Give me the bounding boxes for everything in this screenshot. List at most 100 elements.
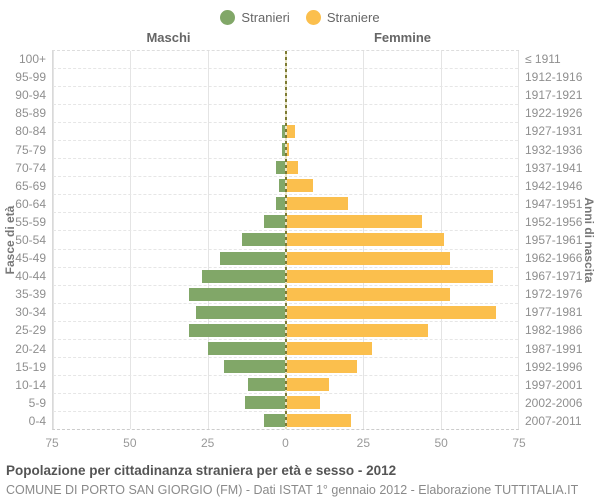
bar-male-80-84 [282, 125, 286, 139]
bar-female-45-49 [285, 251, 450, 265]
bar-female-60-64 [285, 197, 348, 211]
chart-subtitle: COMUNE DI PORTO SAN GIORGIO (FM) - Dati … [6, 483, 579, 497]
age-group-label: 45-49 [15, 251, 46, 266]
birth-year-label: 1992-1996 [525, 359, 583, 374]
age-group-label: 85-89 [15, 106, 46, 121]
vertical-gridline [518, 51, 519, 429]
bar-male-15-19 [223, 359, 286, 373]
birth-year-label: 1917-1921 [525, 88, 583, 103]
age-group-label: 55-59 [15, 214, 46, 229]
pyramid-row-0-4 [53, 412, 518, 429]
bar-female-65-69 [285, 179, 314, 193]
age-group-label: 30-34 [15, 305, 46, 320]
bar-male-35-39 [189, 287, 286, 301]
bar-male-10-14 [248, 377, 286, 391]
age-group-label: 60-64 [15, 196, 46, 211]
zero-axis-line [284, 51, 287, 429]
age-group-label: 95-99 [15, 70, 46, 85]
birth-year-label: ≤ 1911 [525, 52, 561, 67]
birth-year-label: 1982-1986 [525, 323, 583, 338]
bar-male-45-49 [220, 251, 286, 265]
birth-year-label: 1957-1961 [525, 232, 583, 247]
bar-female-20-24 [285, 341, 373, 355]
legend: Stranieri Straniere [0, 6, 600, 28]
bar-female-15-19 [285, 359, 357, 373]
bar-male-0-4 [263, 413, 286, 427]
birth-year-label: 1947-1951 [525, 196, 583, 211]
legend-item-stranieri: Stranieri [220, 9, 290, 25]
birth-year-label: 1942-1946 [525, 178, 583, 193]
vertical-gridline [207, 51, 209, 429]
legend-label-stranieri: Stranieri [241, 9, 290, 25]
age-group-label: 100+ [18, 52, 46, 67]
age-group-label: 40-44 [15, 269, 46, 284]
birth-year-label: 1932-1936 [525, 142, 583, 157]
vertical-gridline [53, 51, 54, 429]
birth-year-label: 2002-2006 [525, 395, 583, 410]
bar-male-50-54 [242, 233, 286, 247]
birth-year-label: 1987-1991 [525, 341, 583, 356]
legend-item-straniere: Straniere [305, 9, 380, 25]
x-tick-label: 50 [434, 436, 448, 450]
birth-year-label: 1997-2001 [525, 377, 583, 392]
birth-year-label: 1927-1931 [525, 124, 583, 139]
bar-female-55-59 [285, 215, 422, 229]
birth-year-label: 1967-1971 [525, 269, 583, 284]
bar-male-20-24 [208, 341, 286, 355]
bar-male-40-44 [201, 269, 286, 283]
pyramid-row-25-29 [53, 322, 518, 340]
females-column-header: Femmine [373, 30, 432, 45]
males-column-header: Maschi [146, 30, 191, 45]
age-group-label: 35-39 [15, 287, 46, 302]
bar-male-60-64 [276, 197, 286, 211]
age-group-label: 50-54 [15, 232, 46, 247]
birth-year-label: 1922-1926 [525, 106, 583, 121]
age-group-label: 25-29 [15, 323, 46, 338]
bar-male-70-74 [276, 161, 286, 175]
birth-year-label: 2007-2011 [525, 413, 582, 428]
x-tick-label: 50 [123, 436, 137, 450]
x-tick-label: 25 [200, 436, 215, 450]
x-tick-label: 0 [282, 436, 289, 450]
bar-female-25-29 [285, 323, 429, 337]
age-group-label: 75-79 [15, 142, 46, 157]
bar-female-30-34 [285, 305, 497, 319]
age-group-label: 0-4 [28, 413, 46, 428]
bar-male-30-34 [195, 305, 286, 319]
bar-female-0-4 [285, 413, 351, 427]
plot-area [52, 50, 519, 430]
bar-female-70-74 [285, 161, 298, 175]
bar-male-5-9 [245, 395, 286, 409]
female-legend-dot-icon [305, 9, 321, 25]
birth-year-label: 1962-1966 [525, 251, 583, 266]
age-group-label: 70-74 [15, 160, 46, 175]
age-group-label: 10-14 [15, 377, 46, 392]
chart-title: Popolazione per cittadinanza straniera p… [6, 463, 397, 478]
male-legend-dot-icon [220, 9, 236, 25]
vertical-gridline [130, 51, 132, 429]
age-group-label: 15-19 [15, 359, 46, 374]
bar-female-10-14 [285, 377, 329, 391]
age-group-axis: 100+ 95-99 90-94 85-89 80-84 75-79 70-74 65-69 6… [0, 50, 46, 430]
age-group-label: 90-94 [15, 88, 46, 103]
birth-year-label: 1972-1976 [525, 287, 583, 302]
bar-female-80-84 [285, 125, 295, 139]
x-tick-label: 75 [512, 436, 526, 450]
age-group-label: 80-84 [15, 124, 46, 139]
age-group-label: 65-69 [15, 178, 46, 193]
legend-label-straniere: Straniere [326, 9, 380, 25]
birth-year-axis: ≤ 1911 1912-1916 1917-1921 1922-1926 1927-19… [525, 50, 597, 430]
bar-female-35-39 [285, 287, 450, 301]
bar-female-75-79 [285, 143, 289, 157]
bar-female-40-44 [285, 269, 494, 283]
birth-year-label: 1952-1956 [525, 214, 583, 229]
bar-female-50-54 [285, 233, 444, 247]
bar-male-65-69 [279, 179, 286, 193]
age-group-label: 20-24 [15, 341, 46, 356]
x-tick-label: 75 [45, 436, 59, 450]
bar-male-55-59 [263, 215, 286, 229]
bar-male-75-79 [282, 143, 286, 157]
age-group-label: 5-9 [28, 395, 46, 410]
birth-year-label: 1912-1916 [525, 70, 583, 85]
